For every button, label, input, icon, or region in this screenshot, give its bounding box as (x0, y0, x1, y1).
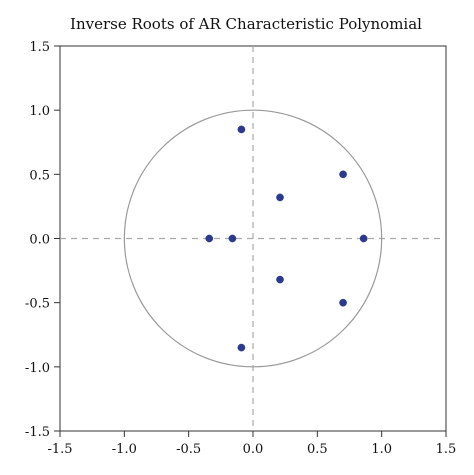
root-point (205, 234, 214, 243)
x-tick-label: 1.5 (436, 442, 457, 457)
root-point (237, 343, 246, 352)
root-point (237, 125, 246, 134)
plot-area (59, 45, 447, 432)
y-tick-label: 0.5 (29, 168, 50, 183)
y-axis: 1.5 1.0 0.5 0.0 -0.5 -1.0 -1.5 (25, 40, 60, 440)
root-point (339, 170, 347, 179)
y-tick-label: -0.5 (25, 297, 50, 312)
unit-circle (123, 109, 383, 368)
root-point (276, 275, 284, 284)
x-tick-label: -1.5 (47, 442, 72, 457)
x-axis: -1.5 -1.0 -0.5 0.0 0.5 1.0 1.5 (47, 431, 456, 457)
root-point (276, 193, 284, 202)
y-tick-label: -1.0 (25, 361, 50, 376)
x-tick-label: 1.0 (371, 442, 392, 457)
x-tick-label: 0.0 (243, 442, 264, 457)
x-tick-label: -1.0 (112, 442, 137, 457)
y-tick-label: 1.5 (29, 40, 50, 55)
y-tick-label: 1.0 (29, 104, 50, 119)
root-point (339, 298, 347, 307)
chart-title: Inverse Roots of AR Characteristic Polyn… (70, 15, 422, 33)
x-tick-label: 0.5 (307, 442, 328, 457)
root-point (359, 234, 368, 243)
y-tick-label: 0.0 (29, 233, 50, 248)
x-tick-label: -0.5 (176, 442, 201, 457)
root-point (228, 234, 237, 243)
y-tick-label: -1.5 (25, 425, 50, 440)
